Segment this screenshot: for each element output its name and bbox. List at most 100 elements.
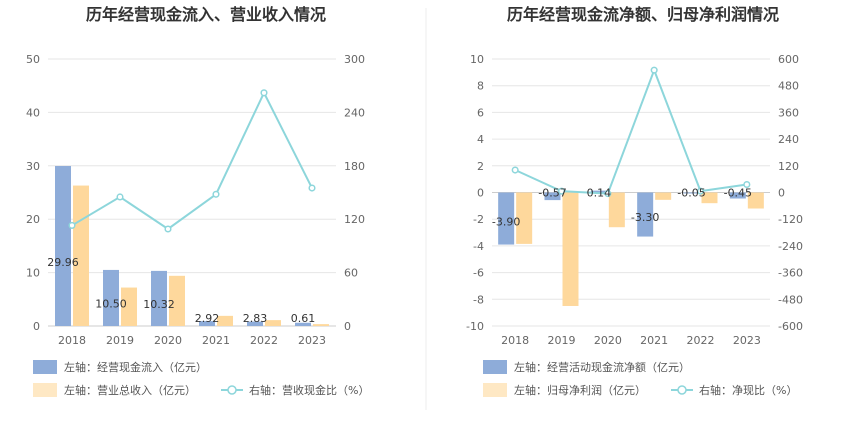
legend-marker	[677, 385, 687, 395]
x-tick-label: 2022	[250, 334, 278, 347]
legend-label: 左轴：经营活动现金流净额（亿元）	[514, 360, 690, 374]
chart-2: 历年经营现金流净额、归母净利润情况 -10 -600 -8 -480 -6 -360 -4 -2…	[466, 5, 803, 397]
x-tick-label: 2020	[594, 334, 622, 347]
bar-1	[590, 190, 607, 193]
y-right-tick-label: 480	[778, 80, 799, 93]
bar-2	[701, 192, 718, 204]
data-label: -0.05	[677, 187, 705, 200]
chart-1: 历年经营现金流入、营业收入情况 0 0 10 60 20 120 30 180 40 240 50 30…	[26, 5, 369, 397]
y-left-tick-label: 8	[477, 80, 484, 93]
y-left-tick-label: -8	[473, 293, 484, 306]
y-right-tick-label: 120	[778, 160, 799, 173]
y-right-tick-label: 0	[778, 187, 785, 200]
bar-2	[562, 192, 579, 306]
data-label: 29.96	[47, 256, 79, 269]
legend-swatch	[33, 360, 57, 374]
line-point	[650, 66, 658, 74]
legend-label: 右轴：营收现金比（%）	[249, 383, 369, 397]
line-point	[557, 187, 566, 195]
data-label: 0.61	[291, 312, 316, 325]
y-left-tick-label: 20	[26, 213, 40, 226]
bar-1	[683, 192, 700, 194]
data-label: -0.57	[538, 187, 566, 200]
x-tick-label: 2018	[501, 334, 529, 347]
line-point	[212, 190, 220, 198]
y-left-tick-label: 2	[477, 160, 484, 173]
y-right-tick-label: -600	[778, 320, 803, 333]
data-label: 0.14	[587, 187, 612, 200]
x-tick-label: 2018	[58, 334, 86, 347]
y-left-tick-label: 4	[477, 133, 484, 146]
x-tick-label: 2020	[154, 334, 182, 347]
bar-2	[747, 192, 764, 209]
line-point	[511, 166, 519, 174]
y-right-tick-label: -360	[778, 267, 803, 280]
y-right-tick-label: 300	[344, 53, 365, 66]
y-left-tick-label: -2	[473, 213, 484, 226]
x-tick-label: 2021	[640, 334, 668, 347]
chart-title: 历年经营现金流入、营业收入情况	[86, 5, 326, 24]
legend-label: 左轴：归母净利润（亿元）	[514, 383, 646, 397]
data-label: -3.30	[631, 211, 659, 224]
bar-1	[544, 192, 561, 201]
line-point	[308, 184, 316, 192]
line-point	[164, 225, 172, 233]
line-series	[71, 90, 313, 231]
y-right-tick-label: 240	[344, 106, 365, 119]
x-tick-label: 2019	[106, 334, 134, 347]
line-series	[514, 67, 747, 195]
data-label: -3.90	[492, 215, 520, 228]
bar-1	[498, 192, 515, 245]
y-right-tick-label: 180	[344, 160, 365, 173]
y-right-tick-label: 120	[344, 213, 365, 226]
y-left-tick-label: 10	[26, 267, 40, 280]
y-left-tick-label: 50	[26, 53, 40, 66]
data-label: 2.83	[243, 312, 268, 325]
x-tick-label: 2023	[733, 334, 761, 347]
line-point	[696, 187, 705, 195]
y-left-tick-label: -4	[473, 240, 484, 253]
y-right-tick-label: -120	[778, 213, 803, 226]
legend-label: 左轴：经营现金流入（亿元）	[64, 360, 207, 374]
y-left-tick-label: 10	[470, 53, 484, 66]
y-right-tick-label: 360	[778, 106, 799, 119]
line-point	[604, 190, 612, 198]
data-label: 2.92	[195, 312, 220, 325]
line-point	[743, 180, 751, 189]
y-left-tick-label: 0	[33, 320, 40, 333]
bar-1	[55, 166, 71, 326]
line-point	[260, 89, 268, 97]
legend-marker	[227, 385, 237, 395]
legend: 左轴：经营现金流入（亿元） 左轴：营业总收入（亿元） 右轴：营收现金比（%）	[33, 360, 369, 397]
chart-title: 历年经营现金流净额、归母净利润情况	[507, 5, 779, 24]
y-left-tick-label: 0	[477, 187, 484, 200]
y-right-tick-label: -480	[778, 293, 803, 306]
bar-1	[199, 321, 215, 326]
bar-1	[151, 270, 167, 326]
y-left-tick-label: -10	[466, 320, 484, 333]
y-left-tick-label: -6	[473, 267, 484, 280]
bar-1	[103, 269, 119, 326]
x-tick-label: 2019	[548, 334, 576, 347]
y-right-tick-label: -240	[778, 240, 803, 253]
bar-2	[73, 185, 89, 326]
bar-2	[265, 320, 281, 326]
x-tick-label: 2023	[298, 334, 326, 347]
bar-2	[313, 324, 329, 326]
data-label: -0.45	[724, 187, 752, 200]
y-right-tick-label: 240	[778, 133, 799, 146]
data-label: 10.32	[143, 298, 175, 311]
legend-swatch	[33, 383, 57, 397]
bar-2	[169, 275, 185, 326]
y-right-tick-label: 60	[344, 267, 358, 280]
bar-1	[247, 321, 263, 326]
y-right-tick-label: 0	[344, 320, 351, 333]
bar-2	[516, 192, 533, 244]
bar-2	[121, 287, 137, 326]
bar-1	[295, 322, 311, 326]
bar-2	[608, 192, 625, 228]
legend-swatch	[483, 383, 507, 397]
y-right-tick-label: 600	[778, 53, 799, 66]
bar-1	[637, 192, 654, 237]
bar-1	[729, 192, 746, 199]
